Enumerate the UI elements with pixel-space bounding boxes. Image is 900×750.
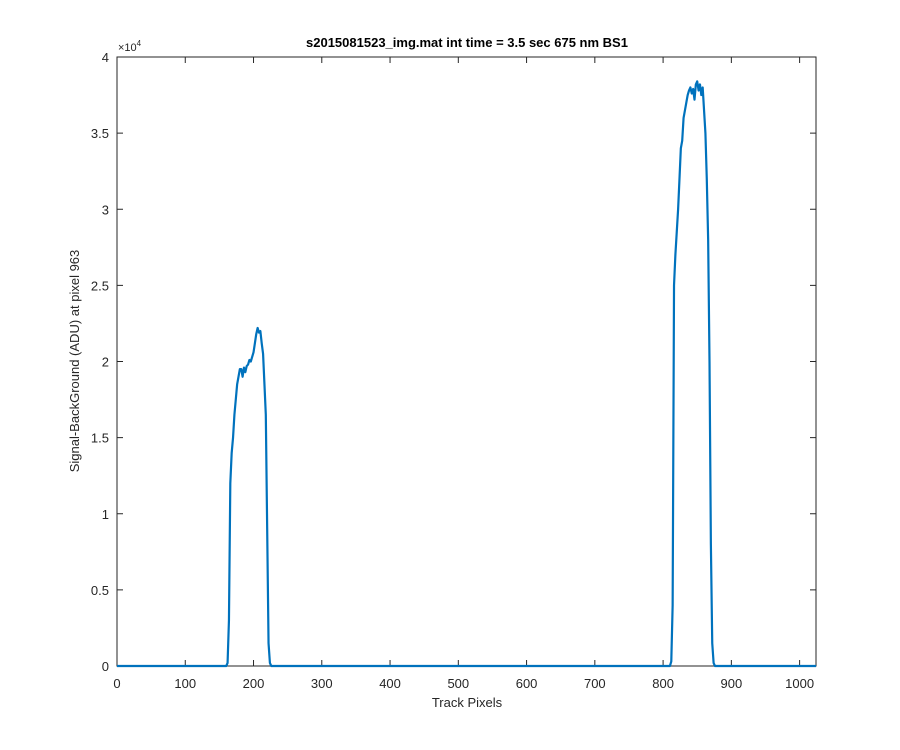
signal-series-line: [117, 80, 816, 668]
y-axis-label: Signal-BackGround (ADU) at pixel 963: [67, 250, 82, 473]
x-tick-label: 800: [652, 676, 674, 691]
x-tick-label: 900: [721, 676, 743, 691]
x-tick-label: 0: [113, 676, 120, 691]
y-tick-label: 3: [102, 202, 109, 217]
y-tick-label: 3.5: [91, 126, 109, 141]
x-tick-label: 600: [516, 676, 538, 691]
y-tick-label: 0.5: [91, 583, 109, 598]
x-tick-label: 500: [447, 676, 469, 691]
x-tick-label: 200: [243, 676, 265, 691]
x-axis: 0 100 200 300 400 500 600 700 800 900 1000: [113, 57, 814, 691]
chart-title: s2015081523_img.mat int time = 3.5 sec 6…: [306, 35, 628, 50]
x-axis-label: Track Pixels: [432, 695, 503, 710]
y-tick-label: 2.5: [91, 278, 109, 293]
y-tick-label: 2: [102, 355, 109, 370]
x-tick-label: 300: [311, 676, 333, 691]
y-tick-label: 0: [102, 659, 109, 674]
y-tick-label: 1: [102, 507, 109, 522]
y-axis-multiplier: ×104: [118, 39, 142, 54]
y-axis: 0 0.5 1 1.5 2 2.5 3 3.5 4: [91, 50, 816, 674]
y-tick-label: 1.5: [91, 431, 109, 446]
axes-box: [116, 56, 817, 667]
x-tick-label: 1000: [785, 676, 814, 691]
y-tick-label: 4: [102, 50, 109, 65]
plot-area: 0 100 200 300 400 500 600 700 800 900 1000 0 0.5 1 1.…: [91, 50, 817, 691]
x-tick-label: 700: [584, 676, 606, 691]
x-tick-label: 100: [174, 676, 196, 691]
x-tick-label: 400: [379, 676, 401, 691]
